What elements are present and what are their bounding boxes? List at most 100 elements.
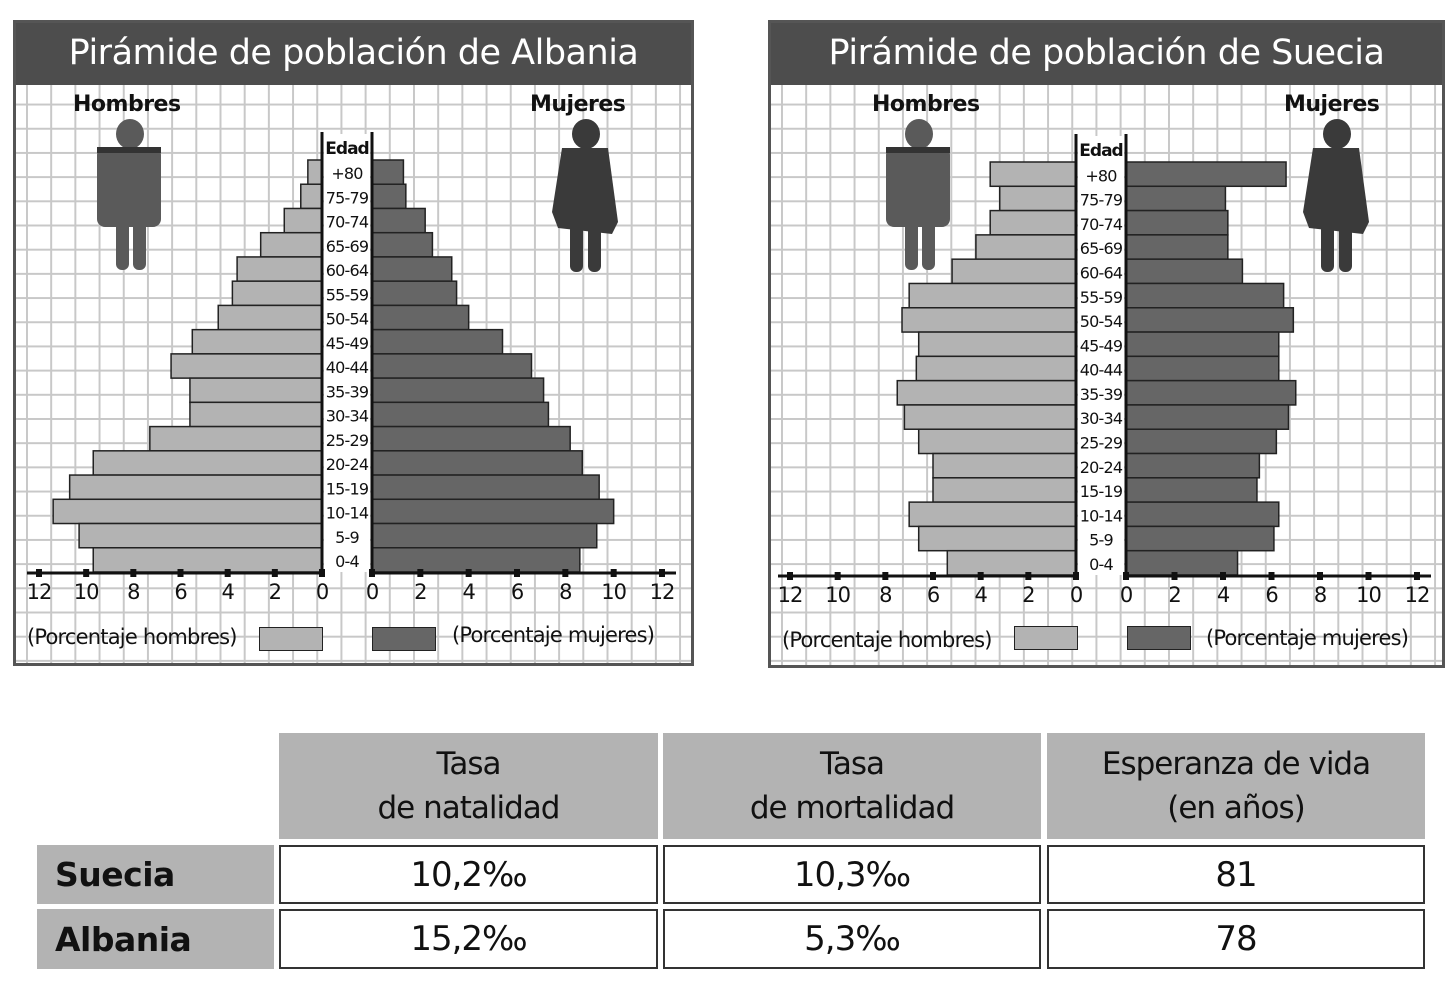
albania-pyramid-panel: Pirámide de población de Albania Hombres…: [13, 20, 694, 666]
x-tick-label: 12: [650, 580, 675, 604]
x-tick: [1123, 572, 1129, 580]
female-bar: [1125, 404, 1290, 430]
age-axis-header: Edad: [1079, 141, 1122, 161]
age-label: 50-54: [326, 310, 369, 329]
x-tick-label: 0: [366, 580, 378, 604]
age-label-column: [1078, 136, 1124, 575]
age-label: 55-59: [326, 285, 369, 304]
male-bar: [68, 474, 323, 501]
male-bar: [998, 185, 1077, 212]
suecia-legend-female-swatch: [1127, 626, 1191, 650]
header-line: Tasa: [436, 746, 502, 782]
woman-figure-icon: [1303, 119, 1369, 272]
male-bar: [908, 282, 1077, 309]
age-label-column: [324, 134, 370, 572]
x-tick-label: 4: [974, 583, 987, 607]
suecia-legend-male-text: (Porcentaje hombres): [782, 628, 992, 652]
age-label: 70-74: [1080, 215, 1123, 234]
male-bar: [78, 522, 323, 549]
x-tick-label: 0: [316, 580, 328, 604]
female-bar: [371, 183, 407, 210]
suecia-legend-female-text: (Porcentaje mujeres): [1206, 626, 1409, 650]
x-tick: [787, 572, 793, 580]
leg: [570, 224, 583, 272]
suecia-pyramid-panel: Pirámide de población de Suecia Hombres …: [768, 20, 1445, 668]
x-tick: [83, 569, 90, 577]
x-tick: [224, 569, 231, 577]
male-bar: [307, 159, 323, 185]
albania-legend-male-swatch: [259, 627, 323, 651]
female-bar: [1125, 501, 1280, 528]
female-bar: [1125, 549, 1239, 576]
x-tick-label: 2: [1022, 583, 1034, 607]
age-label: +80: [331, 164, 363, 183]
age-label: 20-24: [1080, 458, 1123, 477]
man-figure-icon: [97, 119, 161, 270]
age-label: 65-69: [326, 237, 369, 256]
dress: [552, 148, 618, 234]
male-bar: [989, 161, 1077, 188]
albania-legend-female-swatch: [372, 627, 436, 651]
albania-pyramid-title: Pirámide de población de Albania: [16, 23, 691, 85]
x-tick: [1317, 572, 1323, 580]
age-label: 35-39: [1080, 385, 1123, 404]
x-tick: [1414, 572, 1420, 580]
torso: [886, 147, 950, 227]
male-bar: [932, 477, 1077, 503]
x-tick: [882, 572, 889, 580]
female-bar: [371, 256, 453, 282]
age-label: 55-59: [1080, 288, 1123, 307]
female-bar: [371, 522, 598, 549]
age-label: 0-4: [1089, 555, 1113, 574]
male-bar: [170, 353, 323, 379]
x-tick: [36, 569, 42, 577]
female-bar: [1125, 477, 1258, 503]
x-tick-label: 12: [27, 580, 52, 604]
age-label: 20-24: [326, 455, 369, 474]
table-cell: 78: [1047, 909, 1425, 969]
albania-pyramid-chart: +8075-7970-7465-6960-6455-5950-5445-4940…: [27, 119, 676, 604]
female-bar: [371, 547, 581, 573]
age-label: 65-69: [1080, 239, 1123, 258]
table-cell: 5,3‰: [663, 909, 1041, 969]
male-bar: [908, 501, 1077, 528]
x-tick: [1073, 572, 1079, 580]
female-bar: [371, 377, 545, 404]
x-tick: [930, 572, 936, 580]
male-bar: [917, 428, 1077, 455]
x-tick-label: 0: [1070, 583, 1082, 607]
age-label: 30-34: [1080, 409, 1123, 428]
male-bar: [189, 401, 323, 428]
table-cell: 81: [1047, 845, 1425, 904]
female-bar: [371, 207, 426, 234]
x-tick: [977, 572, 984, 580]
x-tick: [1171, 572, 1178, 580]
x-tick: [177, 569, 184, 577]
male-bar: [92, 547, 323, 573]
table-header-natalidad: Tasa de natalidad: [279, 733, 658, 839]
x-tick: [834, 572, 841, 580]
x-tick: [1025, 572, 1032, 580]
man-figure-icon: [886, 119, 950, 270]
female-bar: [1125, 355, 1280, 382]
suecia-legend-male-swatch: [1014, 626, 1078, 650]
male-bar: [191, 328, 323, 355]
x-tick-label: 8: [879, 583, 891, 607]
male-bar: [231, 280, 323, 307]
male-bar: [189, 377, 323, 404]
x-tick: [610, 569, 617, 577]
female-bar: [371, 425, 571, 452]
female-bar: [1125, 209, 1229, 236]
woman-figure-icon: [552, 119, 618, 272]
age-label: 15-19: [326, 479, 369, 498]
x-tick-label: 10: [1356, 583, 1381, 607]
leg: [1339, 224, 1352, 272]
albania-legend-female-text: (Porcentaje mujeres): [452, 623, 655, 647]
x-tick: [417, 569, 424, 577]
x-tick: [514, 569, 520, 577]
shoulder-shade: [97, 147, 161, 153]
table-cell: 10,2‰: [279, 845, 658, 904]
leg: [905, 216, 918, 270]
female-bar: [371, 450, 583, 476]
x-tick: [319, 569, 325, 577]
